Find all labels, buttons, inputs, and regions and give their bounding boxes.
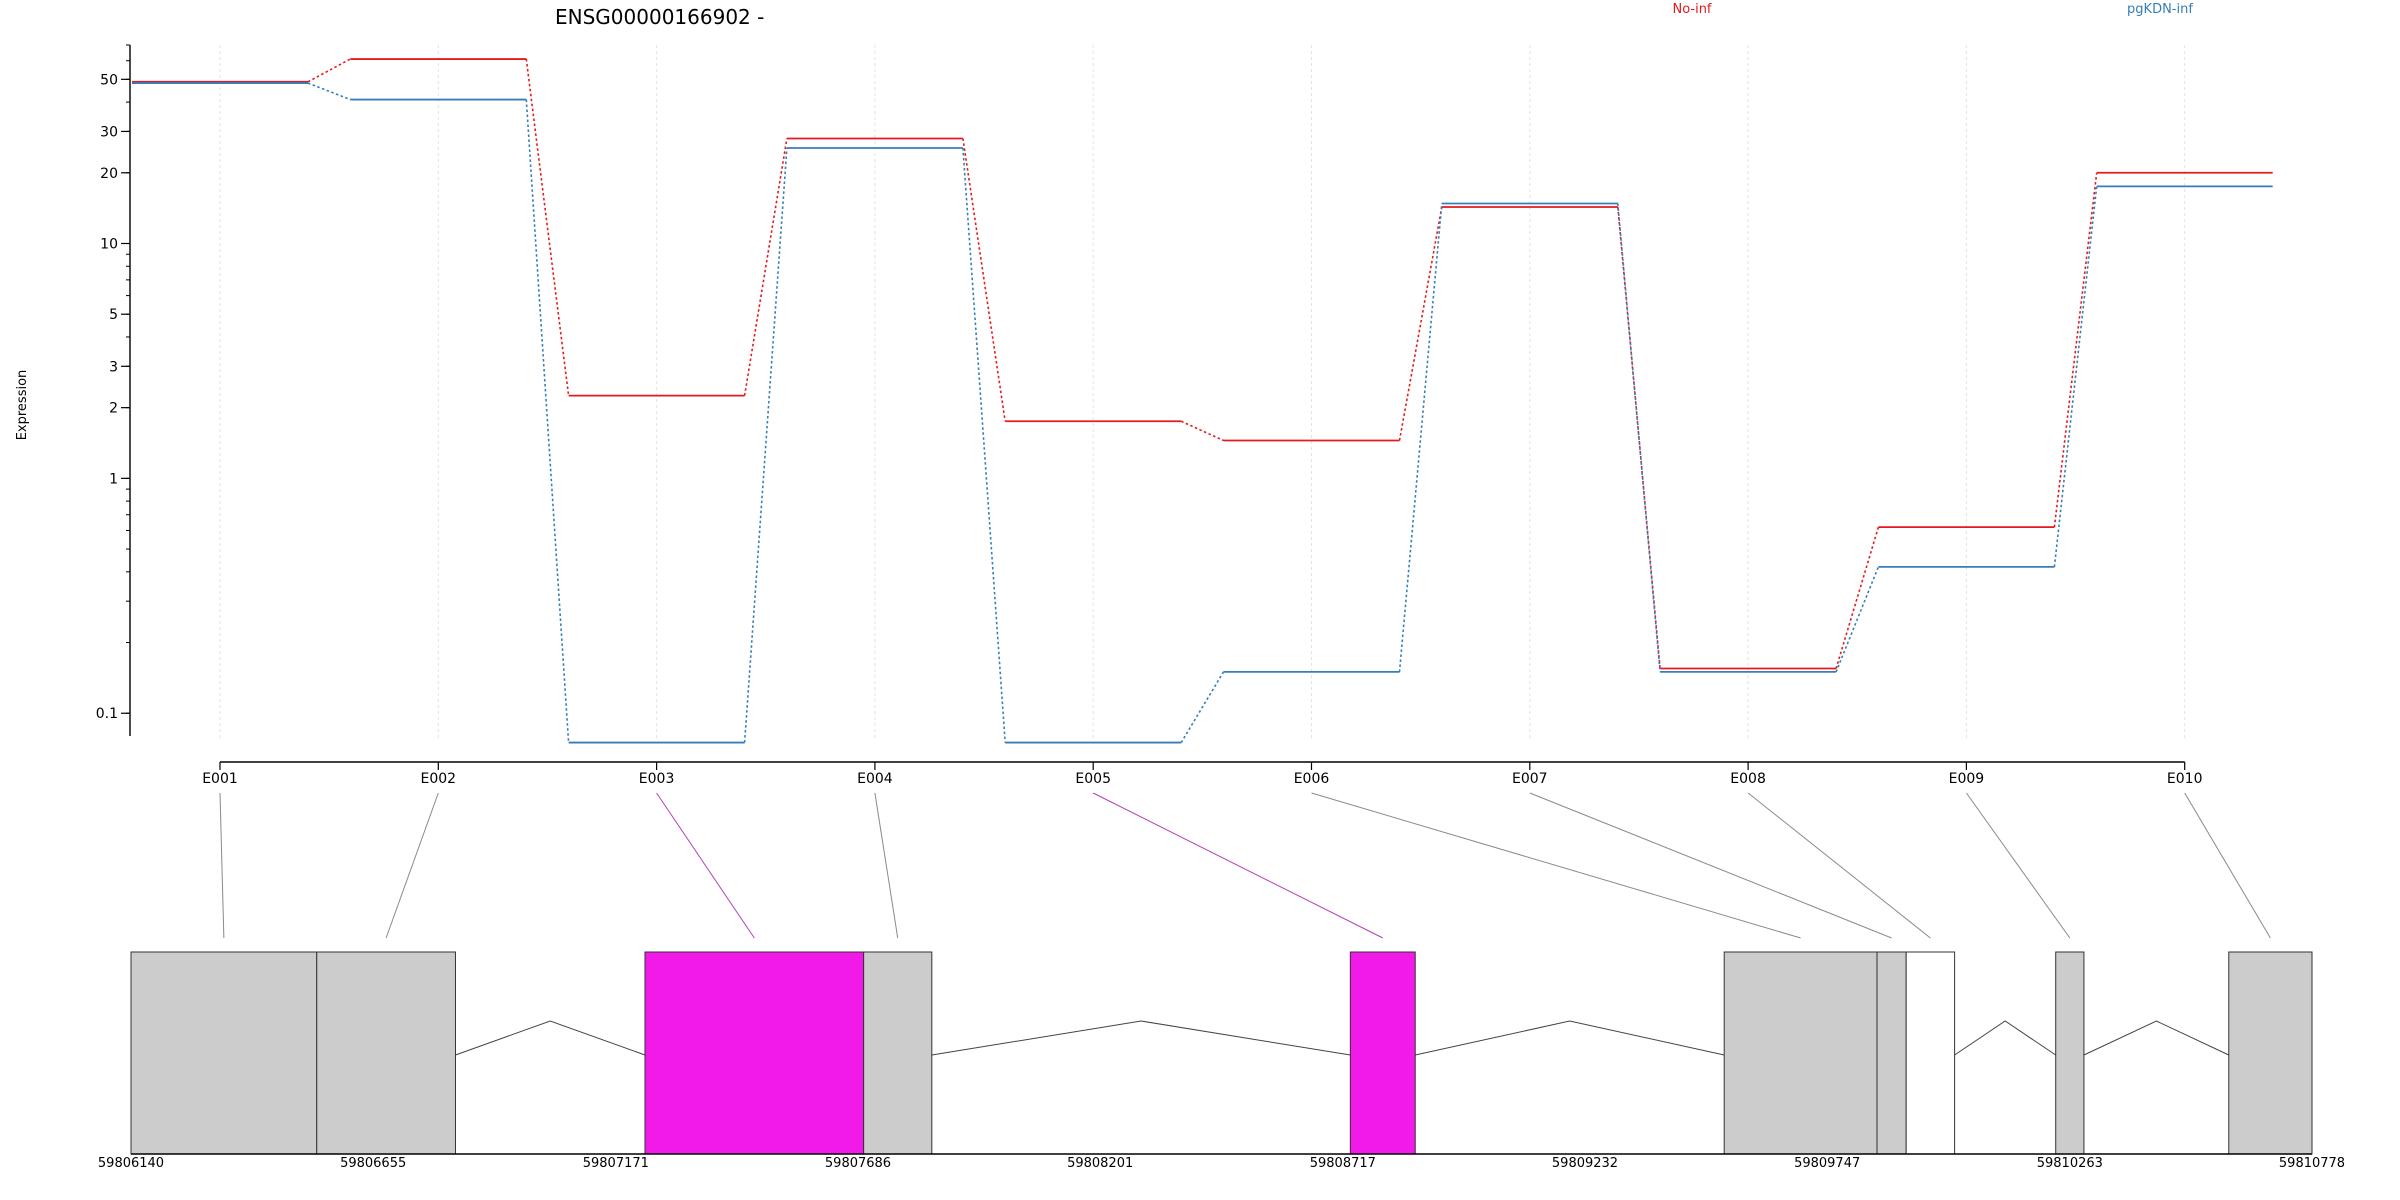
x-tick-label-e003: E003 xyxy=(639,771,675,787)
y-tick-label: 30 xyxy=(100,124,118,140)
transition-pgkdn-inf xyxy=(962,147,1006,743)
series-layer xyxy=(132,58,2273,744)
exon-box-e001 xyxy=(130,951,318,1155)
transition-no-inf xyxy=(962,138,1006,422)
transition-pgkdn-inf xyxy=(1180,671,1225,743)
x-tick-label-e007: E007 xyxy=(1512,771,1548,787)
intron-line xyxy=(2083,1020,2229,1056)
chart-title: ENSG00000166902 - xyxy=(555,5,764,29)
coordinate-label: 59809232 xyxy=(1552,1156,1618,1171)
exon-box-e010 xyxy=(2228,951,2313,1155)
y-tick-label: 3 xyxy=(109,359,118,375)
y-tick-label: 0.1 xyxy=(96,706,118,722)
gene-model: 59806140 59806655 59807171 59807686 59808201… xyxy=(98,951,2345,1171)
x-tick-label-e008: E008 xyxy=(1730,771,1766,787)
legend-entry-no-inf: No-inf xyxy=(1672,2,1711,17)
coordinate-label: 59808717 xyxy=(1310,1156,1376,1171)
transition-pgkdn-inf xyxy=(2053,186,2098,567)
y-axis: 0.1 1 2 3 5 10 20 30 50 xyxy=(96,44,131,736)
coordinate-label: 59806140 xyxy=(98,1156,164,1171)
exon-box-e003 xyxy=(644,951,865,1155)
transition-no-inf xyxy=(2053,172,2098,528)
transition-pgkdn-inf xyxy=(743,147,788,743)
exon-connectors xyxy=(219,792,2271,939)
y-tick-label: 50 xyxy=(100,72,118,88)
exon-box-e004 xyxy=(863,951,933,1155)
coordinate-label: 59807686 xyxy=(825,1156,891,1171)
transition-pgkdn-inf xyxy=(1617,203,1661,672)
exon-box-e009 xyxy=(2055,951,2085,1155)
connector-e004 xyxy=(874,792,899,939)
intron-line xyxy=(455,1020,646,1056)
connector-e007 xyxy=(1529,792,1892,939)
y-tick-label: 2 xyxy=(109,401,118,417)
intron-line xyxy=(931,1020,1351,1056)
exon-box-e005 xyxy=(1349,951,1416,1155)
x-tick-label-e004: E004 xyxy=(857,771,893,787)
transition-pgkdn-inf xyxy=(1835,566,1880,673)
transition-no-inf xyxy=(307,58,351,83)
connector-e010 xyxy=(2184,792,2271,939)
coordinate-label: 59810263 xyxy=(2037,1156,2103,1171)
gridlines xyxy=(219,45,2186,738)
connector-e006 xyxy=(1311,792,1801,939)
connector-e001 xyxy=(219,792,225,939)
x-tick-label-e009: E009 xyxy=(1949,771,1985,787)
x-tick-label-e010: E010 xyxy=(2167,771,2203,787)
connector-e005 xyxy=(1092,792,1384,939)
y-tick-label: 5 xyxy=(109,307,118,323)
y-tick-label: 10 xyxy=(100,236,118,252)
transition-no-inf xyxy=(1180,420,1224,442)
x-tick-label-e006: E006 xyxy=(1294,771,1330,787)
connector-e002 xyxy=(385,792,439,939)
x-tick-label-e002: E002 xyxy=(421,771,457,787)
y-tick-label: 1 xyxy=(109,471,118,487)
legend-entry-pgkdn-inf: pgKDN-inf xyxy=(2127,2,2193,17)
transition-pgkdn-inf xyxy=(525,99,570,743)
y-axis-label: Expression xyxy=(15,370,30,441)
y-tick-label: 20 xyxy=(100,166,118,182)
exon-box-e002 xyxy=(316,951,456,1155)
transition-no-inf xyxy=(743,138,788,396)
x-axis: E001 E002 E003 E004 E005 E006 E007 E008 E009 E010 xyxy=(202,761,2203,787)
coordinate-label: 59809747 xyxy=(1794,1156,1860,1171)
transition-pgkdn-inf xyxy=(1398,203,1443,672)
coordinate-label: 59807171 xyxy=(583,1156,649,1171)
series-pgkdn-inf xyxy=(132,82,2273,744)
x-tick-label-e005: E005 xyxy=(1075,771,1111,787)
x-tick-label-e001: E001 xyxy=(202,771,238,787)
transition-no-inf xyxy=(1835,526,1880,669)
transition-no-inf xyxy=(1398,206,1443,441)
intron-line xyxy=(1415,1020,1725,1056)
transition-pgkdn-inf xyxy=(307,82,351,101)
coordinate-label: 59808201 xyxy=(1067,1156,1133,1171)
coordinate-label: 59810778 xyxy=(2279,1156,2345,1171)
series-no-inf xyxy=(132,58,2273,670)
connector-e009 xyxy=(1965,792,2071,939)
coordinate-label: 59806655 xyxy=(340,1156,406,1171)
exon-box-e006 xyxy=(1723,951,1878,1155)
connector-e003 xyxy=(656,792,755,939)
exon-box-e008 xyxy=(1905,951,1956,1155)
exon-box-e007 xyxy=(1876,951,1907,1155)
transition-no-inf xyxy=(525,58,570,396)
intron-line xyxy=(1954,1020,2056,1056)
connector-e008 xyxy=(1747,792,1931,939)
